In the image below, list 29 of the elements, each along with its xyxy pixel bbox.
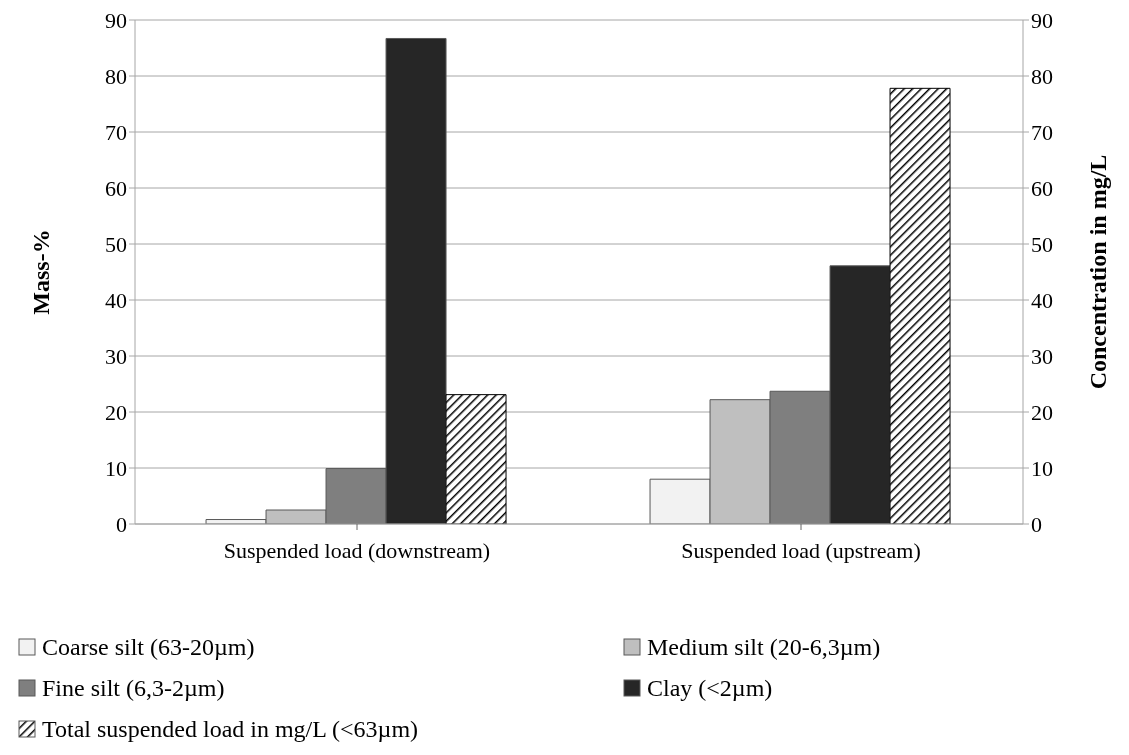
y2-tick-label: 60 [1031,175,1053,201]
y-tick-label: 10 [105,455,127,481]
y2-tick-label: 40 [1031,287,1053,313]
y2-tick-label: 70 [1031,119,1053,145]
y-tick-label: 80 [105,63,127,89]
y2-tick-label: 30 [1031,343,1053,369]
y2-tick-label: 0 [1031,511,1042,537]
y2-tick-label: 20 [1031,399,1053,425]
legend-label: Total suspended load in mg/L (<63µm) [42,716,419,743]
y2-tick-label: 90 [1031,7,1053,33]
y-tick-label: 90 [105,7,127,33]
y2-tick-label: 10 [1031,455,1053,481]
y2-tick-label: 80 [1031,63,1053,89]
y-tick-label: 60 [105,175,127,201]
legend-label: Fine silt (6,3-2µm) [42,675,225,702]
y-tick-label: 0 [116,511,127,537]
legend-label: Medium silt (20-6,3µm) [647,634,881,661]
y-tick-label: 40 [105,287,127,313]
y-tick-label: 20 [105,399,127,425]
legend-label: Coarse silt (63-20µm) [42,634,255,661]
y-tick-label: 30 [105,343,127,369]
x-tick-label: Suspended load (upstream) [681,537,921,563]
x-tick-label: Suspended load (downstream) [223,537,491,563]
y-tick-label: 70 [105,119,127,145]
y-tick-label: 50 [105,231,127,257]
legend-label: Clay (<2µm) [647,675,773,702]
y2-tick-label: 50 [1031,231,1053,257]
y-axis-title: Mass-% [27,229,54,315]
y2-axis-title: Concentration in mg/L [1084,154,1111,390]
